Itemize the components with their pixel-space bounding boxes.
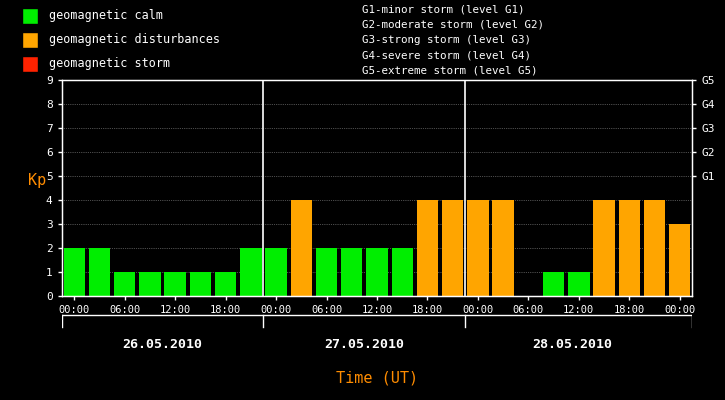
Text: G3-strong storm (level G3): G3-strong storm (level G3) — [362, 35, 531, 45]
FancyBboxPatch shape — [22, 32, 38, 48]
Bar — [215, 272, 236, 296]
Bar — [644, 200, 666, 296]
Bar — [316, 248, 337, 296]
FancyBboxPatch shape — [22, 56, 38, 72]
Bar — [543, 272, 564, 296]
Text: G4-severe storm (level G4): G4-severe storm (level G4) — [362, 50, 531, 60]
Bar — [467, 200, 489, 296]
Bar — [265, 248, 287, 296]
Bar — [114, 272, 136, 296]
Bar — [165, 272, 186, 296]
Bar — [240, 248, 262, 296]
Bar — [64, 248, 85, 296]
Text: G2-moderate storm (level G2): G2-moderate storm (level G2) — [362, 20, 544, 30]
Text: geomagnetic disturbances: geomagnetic disturbances — [49, 34, 220, 46]
Bar — [341, 248, 362, 296]
Bar — [139, 272, 161, 296]
Bar — [442, 200, 463, 296]
Bar — [392, 248, 413, 296]
FancyBboxPatch shape — [22, 8, 38, 24]
Text: G1-minor storm (level G1): G1-minor storm (level G1) — [362, 5, 525, 15]
Bar — [669, 224, 690, 296]
Text: geomagnetic calm: geomagnetic calm — [49, 10, 162, 22]
Text: 28.05.2010: 28.05.2010 — [533, 338, 613, 352]
Text: 27.05.2010: 27.05.2010 — [324, 338, 405, 352]
Bar — [593, 200, 615, 296]
Y-axis label: Kp: Kp — [28, 173, 46, 188]
Bar — [291, 200, 312, 296]
Bar — [417, 200, 438, 296]
Bar — [568, 272, 589, 296]
Text: G5-extreme storm (level G5): G5-extreme storm (level G5) — [362, 65, 538, 75]
Bar — [366, 248, 388, 296]
Text: geomagnetic storm: geomagnetic storm — [49, 58, 170, 70]
Text: 26.05.2010: 26.05.2010 — [123, 338, 202, 352]
Text: Time (UT): Time (UT) — [336, 370, 418, 386]
Bar — [618, 200, 640, 296]
Bar — [88, 248, 110, 296]
Bar — [492, 200, 514, 296]
Bar — [190, 272, 211, 296]
